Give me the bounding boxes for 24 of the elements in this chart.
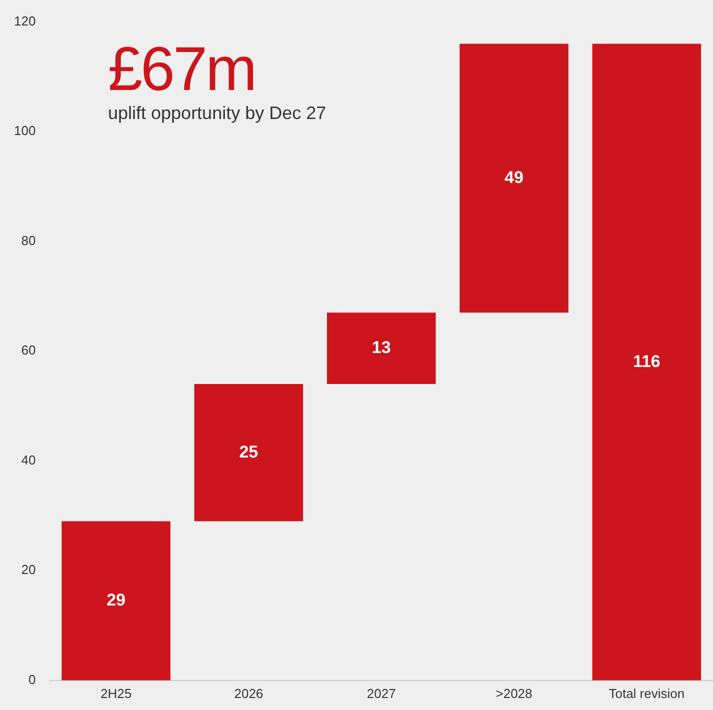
bar <box>62 521 170 680</box>
bar <box>194 384 304 522</box>
bar <box>326 312 436 384</box>
x-tick-label: Total revision <box>608 686 685 701</box>
y-tick-label: 40 <box>21 452 36 468</box>
annotation: uplift opportunity by Dec 27 <box>108 102 326 124</box>
x-tick-label: 2026 <box>234 686 264 701</box>
data-label: 13 <box>372 338 391 358</box>
x-tick-label: >2028 <box>496 686 532 701</box>
x-tick-label: 2H25 <box>100 686 132 701</box>
y-tick-label: 120 <box>14 13 36 28</box>
annotation: £67m <box>108 35 256 104</box>
y-tick-label: 100 <box>14 123 36 138</box>
y-tick-label: 0 <box>28 672 36 687</box>
x-tick-label: 2027 <box>366 686 396 701</box>
y-tick-label: 20 <box>21 562 36 578</box>
y-tick-label: 60 <box>21 342 36 358</box>
data-label: 49 <box>504 168 524 187</box>
bar <box>592 44 702 680</box>
data-label: 116 <box>632 352 660 371</box>
data-label: 25 <box>239 442 258 462</box>
y-tick-label: 80 <box>21 232 36 248</box>
bar <box>460 44 568 313</box>
data-label: 29 <box>106 590 126 610</box>
